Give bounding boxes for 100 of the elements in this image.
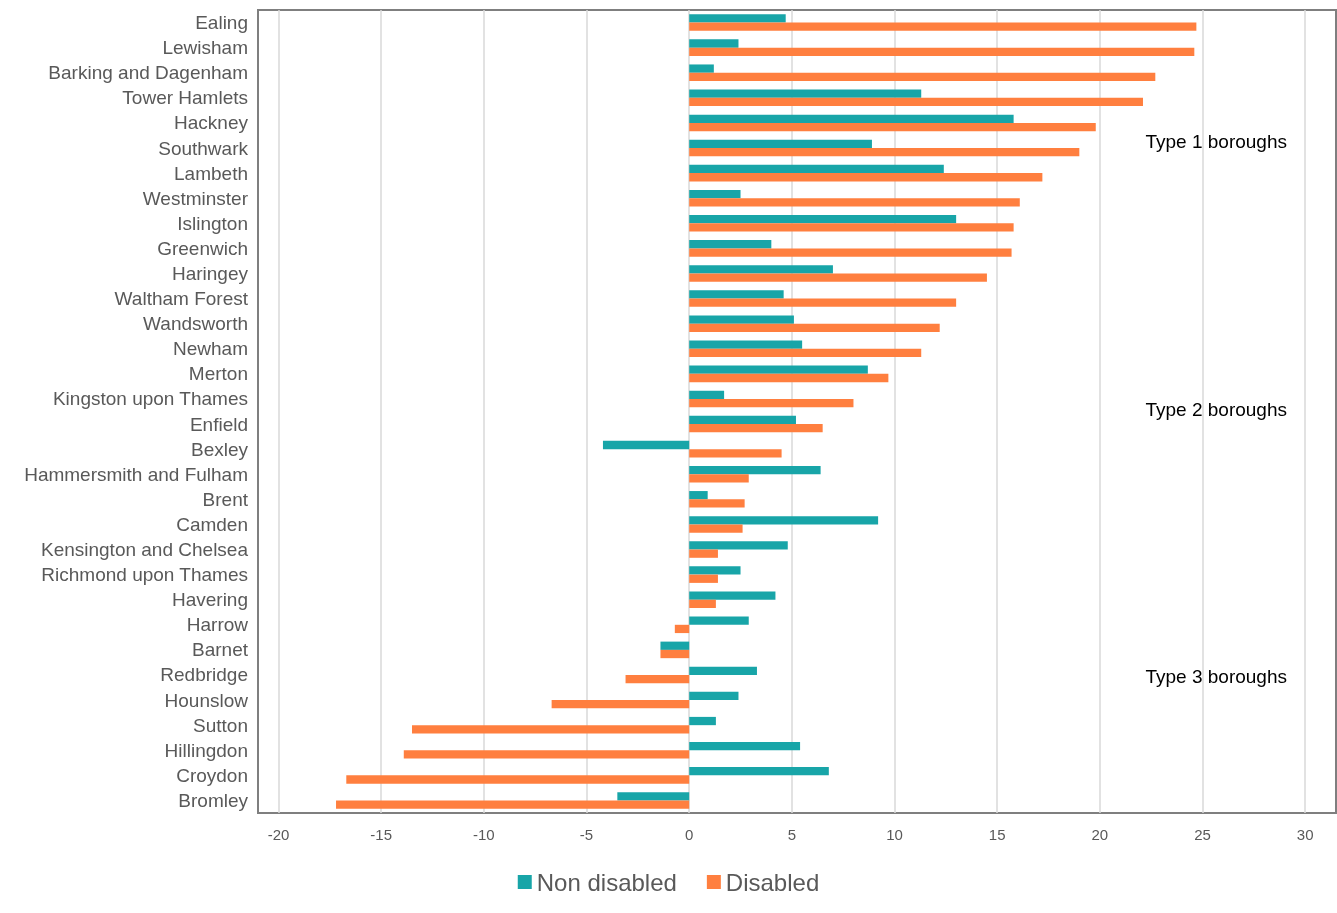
y-tick-label: Hammersmith and Fulham [24, 463, 248, 485]
y-tick-label: Croydon [176, 764, 248, 786]
bar [689, 14, 786, 23]
y-tick-label: Hackney [174, 112, 249, 134]
y-tick-label: Wandsworth [143, 313, 248, 335]
bar [689, 290, 784, 299]
x-tick-label: 10 [886, 826, 903, 843]
bar [689, 524, 743, 533]
bar [602, 440, 690, 450]
y-tick-label: Kensington and Chelsea [40, 539, 249, 561]
y-tick-label: Brent [202, 488, 249, 510]
y-tick-label: Lewisham [162, 37, 248, 59]
bar [689, 465, 821, 475]
bar [551, 700, 690, 709]
bar [689, 666, 757, 675]
bar [689, 72, 1156, 82]
bar [689, 148, 1080, 157]
x-tick-label: -15 [370, 826, 393, 843]
bar [689, 22, 1197, 31]
annotation: Type 1 boroughs [1145, 130, 1287, 152]
x-tick-label: 25 [1194, 826, 1211, 843]
annotation: Type 3 boroughs [1145, 666, 1287, 688]
x-tick-label: -5 [579, 826, 594, 843]
bar [660, 649, 690, 659]
bar [689, 248, 1012, 257]
y-tick-label: Bromley [178, 789, 249, 811]
bar [689, 390, 725, 399]
bar [689, 240, 772, 249]
bar [689, 365, 868, 374]
y-tick-label: Kingston upon Thames [52, 388, 248, 410]
y-tick-label: Greenwich [157, 237, 248, 259]
bar [689, 122, 1096, 132]
y-tick-label: Waltham Forest [114, 288, 249, 310]
y-tick-label: Ealing [195, 12, 248, 34]
bar [689, 198, 1020, 207]
y-tick-label: Harrow [186, 614, 249, 636]
bar [689, 549, 718, 558]
bar [689, 64, 714, 73]
y-tick-label: Merton [188, 363, 248, 385]
y-tick-label: Barking and Dagenham [48, 62, 248, 84]
bar [689, 315, 794, 324]
bar [689, 298, 957, 307]
bar [625, 674, 690, 684]
y-tick-label: Haringey [171, 262, 249, 284]
bar [689, 491, 708, 500]
bar [689, 223, 1014, 232]
x-tick-label: 20 [1091, 826, 1109, 843]
bar [689, 164, 944, 174]
bar [660, 641, 690, 650]
bar [689, 340, 803, 349]
y-tick-label: Sutton [193, 714, 248, 736]
bar [689, 323, 940, 332]
y-tick-label: Tower Hamlets [122, 87, 248, 109]
bar [689, 474, 749, 483]
bar [689, 139, 872, 149]
bar [689, 516, 879, 525]
bar [689, 616, 749, 625]
legend-label: Disabled [725, 868, 820, 896]
bar [689, 265, 833, 274]
x-tick-label: 30 [1296, 826, 1314, 843]
bar [689, 741, 801, 751]
y-tick-label: Havering [171, 589, 248, 611]
y-tick-label: Southwark [158, 137, 249, 159]
y-tick-label: Barnet [192, 639, 249, 661]
legend-label: Non disabled [536, 868, 677, 896]
bar [689, 114, 1014, 123]
bar [689, 398, 854, 408]
x-tick-label: -10 [473, 826, 495, 843]
bar [689, 499, 745, 508]
bar [412, 725, 690, 734]
bar [336, 800, 690, 809]
bar [689, 373, 889, 383]
y-tick-label: Hillingdon [164, 739, 248, 761]
bar [689, 348, 922, 358]
x-tick-label: 5 [787, 826, 797, 843]
y-tick-label: Lambeth [174, 162, 248, 184]
bar [689, 189, 741, 199]
y-tick-label: Richmond upon Thames [41, 564, 248, 586]
bar [346, 775, 690, 784]
y-tick-label: Bexley [190, 438, 249, 460]
bar [689, 273, 987, 282]
x-tick-label: 0 [685, 826, 694, 843]
bar [689, 767, 829, 776]
bar [617, 792, 690, 801]
bar [689, 97, 1143, 107]
bar [689, 449, 782, 458]
bar [689, 89, 922, 98]
bar [689, 47, 1195, 56]
bar [689, 691, 739, 701]
bar [689, 591, 776, 600]
bar [689, 39, 739, 48]
y-tick-label: Enfield [189, 413, 248, 435]
bar [689, 566, 741, 575]
bar [689, 716, 716, 726]
y-tick-label: Camden [176, 513, 248, 535]
x-tick-label: -20 [267, 826, 290, 843]
bar [689, 424, 823, 433]
bar [689, 541, 788, 550]
y-tick-label: Westminster [142, 187, 249, 209]
bar [674, 624, 690, 634]
